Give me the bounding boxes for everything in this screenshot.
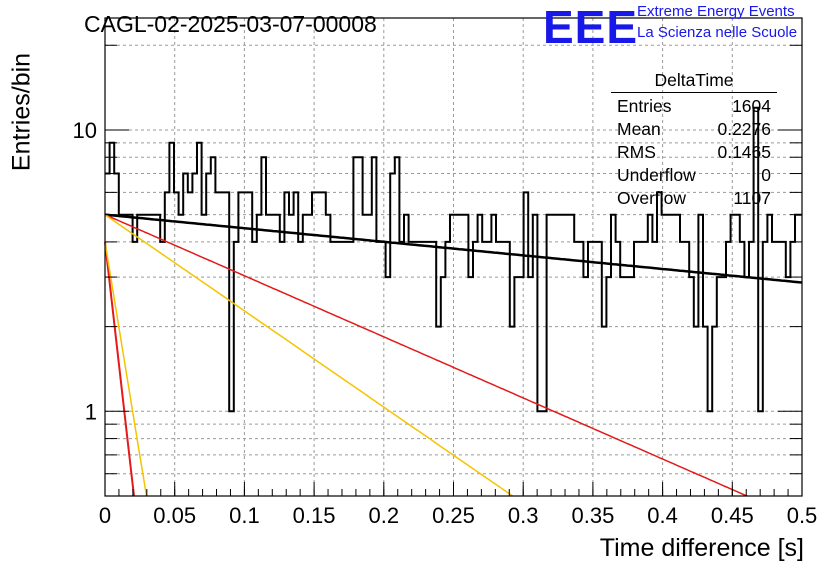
stat-row-mean: Mean 0.2276 bbox=[611, 118, 777, 141]
stat-value: 1604 bbox=[732, 96, 771, 116]
stat-label: RMS bbox=[617, 142, 656, 162]
grid-lines bbox=[105, 18, 802, 496]
stat-value: 0 bbox=[761, 165, 771, 185]
stat-value: 0.1465 bbox=[717, 142, 771, 162]
stats-title: DeltaTime bbox=[611, 70, 777, 93]
stats-box: DeltaTime Entries 1604 Mean 0.2276 RMS 0.14… bbox=[611, 70, 777, 210]
y-tick-label: 1 bbox=[85, 399, 97, 424]
histogram-outline bbox=[105, 106, 802, 413]
stat-label: Overflow bbox=[617, 188, 687, 208]
stat-row-overflow: Overflow 1107 bbox=[611, 187, 777, 210]
run-title: CAGL-02-2025-03-07-00008 bbox=[84, 11, 377, 37]
stat-label: Mean bbox=[617, 119, 661, 139]
x-tick-label: 0.2 bbox=[369, 503, 400, 528]
stat-value: 0.2276 bbox=[717, 119, 771, 139]
stat-row-entries: Entries 1604 bbox=[611, 95, 777, 118]
fit-curves bbox=[104, 213, 803, 497]
x-tick-label: 0.4 bbox=[647, 503, 678, 528]
stat-row-rms: RMS 0.1465 bbox=[611, 141, 777, 164]
eee-logo-line1: Extreme Energy Events bbox=[637, 3, 795, 20]
x-tick-label: 0.1 bbox=[229, 503, 260, 528]
x-tick-label: 0.45 bbox=[711, 503, 754, 528]
eee-logo-line2: La Scienza nelle Scuole bbox=[637, 24, 798, 41]
delta-time-histogram bbox=[105, 106, 802, 413]
x-tick-label: 0 bbox=[99, 503, 111, 528]
x-tick-label: 0.3 bbox=[508, 503, 539, 528]
fit-curve-black bbox=[104, 213, 803, 284]
y-axis-label: Entries/bin bbox=[7, 52, 36, 172]
stat-label: Underflow bbox=[617, 165, 696, 185]
fit-curve-yellow bbox=[104, 214, 514, 497]
fit-curve-red bbox=[104, 214, 748, 497]
axis-ticks bbox=[104, 44, 803, 497]
eee-logo: EEE bbox=[543, 1, 639, 53]
x-tick-label: 0.25 bbox=[432, 503, 475, 528]
y-tick-label: 10 bbox=[73, 118, 97, 143]
x-tick-label: 0.05 bbox=[153, 503, 196, 528]
fit-curve-red bbox=[104, 241, 135, 497]
x-tick-label: 0.35 bbox=[571, 503, 614, 528]
stat-value: 1107 bbox=[733, 188, 771, 208]
x-tick-label: 0.5 bbox=[787, 503, 818, 528]
x-axis-label: Time difference [s] bbox=[599, 534, 804, 562]
x-tick-label: 0.15 bbox=[293, 503, 336, 528]
fit-curve-yellow bbox=[104, 241, 148, 497]
stat-row-underflow: Underflow 0 bbox=[611, 164, 777, 187]
axis-tick-labels: 0 0.05 0.1 0.15 0.2 0.25 0.3 0.35 0.4 0.45 0.5 1 10 bbox=[73, 118, 818, 528]
stat-label: Entries bbox=[617, 96, 672, 116]
